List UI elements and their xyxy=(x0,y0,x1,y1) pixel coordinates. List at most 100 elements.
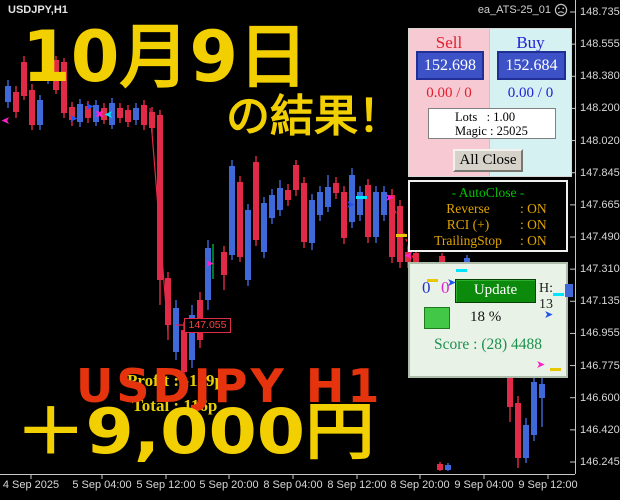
price-axis-label: 148.735 xyxy=(580,6,620,18)
time-axis-label: 9 Sep 12:00 xyxy=(518,479,578,491)
arrow-signal-icon: ➤ xyxy=(85,101,95,113)
candle-body xyxy=(141,105,147,125)
overlay-pair-text: USDJPY H1 xyxy=(76,359,383,413)
candle-body xyxy=(349,175,355,222)
price-axis-label: 146.245 xyxy=(580,456,620,468)
profit-small-text: Profit : -109p xyxy=(127,371,224,390)
candle-body xyxy=(261,203,267,252)
candle-body xyxy=(531,382,537,435)
price-axis-label: 148.380 xyxy=(580,70,620,83)
buy-price-button[interactable]: 152.684 xyxy=(497,51,566,80)
dash-marker xyxy=(356,196,367,199)
price-axis-label: 146.420 xyxy=(580,423,620,436)
candle-body xyxy=(5,86,11,102)
time-axis-label: 8 Sep 12:00 xyxy=(327,479,387,491)
candle-body xyxy=(77,104,83,122)
candle-body xyxy=(301,183,307,242)
candle-body xyxy=(229,166,235,255)
candle-body xyxy=(125,110,131,122)
candle-body xyxy=(413,253,419,262)
buy-label: Buy xyxy=(516,33,545,52)
autoclose-row-reverse: Reverse : ON xyxy=(410,201,566,217)
time-axis-label: 9 Sep 04:00 xyxy=(454,479,514,491)
score-label: Score : (28) 4488 xyxy=(433,336,543,353)
candle-body xyxy=(523,425,529,458)
candle-body xyxy=(285,190,291,200)
candle-body xyxy=(445,465,451,470)
candle-body xyxy=(317,192,323,215)
arrow-signal-icon: ➤ xyxy=(1,115,11,127)
price-axis-label: 147.490 xyxy=(580,231,620,243)
sell-label: Sell xyxy=(435,33,463,52)
magic-line: Magic : 25025 xyxy=(455,124,528,138)
count-magenta: 0 xyxy=(441,278,450,297)
candle-body xyxy=(507,378,513,407)
candle-body xyxy=(109,103,115,125)
arrow-signal-icon: ➤ xyxy=(69,113,79,125)
candle-body xyxy=(149,112,155,128)
sell-stats: 0.00 / 0 xyxy=(426,85,472,101)
current-price-tag: 147.055 xyxy=(184,318,231,333)
progress-square xyxy=(424,307,450,329)
candle-body xyxy=(133,108,139,120)
candle-body xyxy=(253,162,259,240)
lots-line: Lots : 1.00 xyxy=(455,110,516,124)
candle-body xyxy=(389,195,395,257)
ea-title-row: ea_ATS-25_01 xyxy=(478,3,568,17)
autoclose-row-rci: RCI (+) : ON xyxy=(410,217,566,233)
candle-body xyxy=(277,188,283,210)
candle-body xyxy=(365,185,371,237)
arrow-signal-icon: ➤ xyxy=(385,192,395,204)
candle-body xyxy=(93,105,99,122)
percent-label: 18 % xyxy=(470,309,502,325)
status-panel: 0 0 Update H: 13 18 % Score : (28) 4488 xyxy=(408,262,568,378)
time-axis-label: 8 Sep 04:00 xyxy=(263,479,323,491)
price-axis-label: 147.665 xyxy=(580,198,620,211)
price-axis-label: 146.775 xyxy=(580,359,620,372)
price-axis-label: 146.600 xyxy=(580,391,620,404)
candle-body xyxy=(293,165,299,190)
candle-body xyxy=(237,182,243,257)
candle-body xyxy=(173,308,179,352)
trade-panel: Sell 152.698 0.00 / 0 Buy 152.684 0.00 /… xyxy=(408,28,572,177)
candle-body xyxy=(309,200,315,243)
candle-body xyxy=(165,278,171,325)
autoclose-panel: - AutoClose - Reverse : ON RCI (+) : ON … xyxy=(408,180,568,252)
dash-marker xyxy=(396,234,407,237)
h-count-label: H: 13 xyxy=(539,281,553,312)
total-small-text: Total : 116p xyxy=(132,396,218,415)
price-axis-label: 146.955 xyxy=(580,327,620,340)
ea-sad-smiley-icon xyxy=(554,3,568,17)
time-axis-label: 4 Sep 2025 xyxy=(2,479,60,491)
overlay-date-text: 10月9日 xyxy=(22,16,309,98)
close-signal-icon: ✖ xyxy=(95,109,105,121)
sell-price-button[interactable]: 152.698 xyxy=(416,51,484,80)
candle-body xyxy=(515,403,521,458)
candle-body xyxy=(205,248,211,300)
autoclose-title: - AutoClose - xyxy=(451,185,525,200)
reverse-label: Reverse xyxy=(446,201,490,216)
candle-body xyxy=(341,192,347,238)
buy-half: Buy 152.684 0.00 / 0 xyxy=(490,29,571,176)
autoclose-row-trailingstop: TrailingStop : ON xyxy=(410,233,566,249)
candle-body xyxy=(37,100,43,125)
candle-body xyxy=(101,108,107,120)
arrow-signal-icon: ➤ xyxy=(346,199,356,211)
rci-label: RCI (+) xyxy=(446,217,490,232)
symbol-period-label: USDJPY,H1 xyxy=(8,4,68,16)
arrow-signal-icon: ➤ xyxy=(104,109,114,121)
buy-stats: 0.00 / 0 xyxy=(507,85,554,101)
trailingstop-value: : ON xyxy=(520,233,547,248)
price-axis-label: 147.135 xyxy=(580,295,620,308)
price-axis-label: 148.200 xyxy=(580,102,620,115)
candle-body xyxy=(85,106,91,118)
arrow-signal-icon: ➤ xyxy=(404,250,414,262)
candle-body xyxy=(245,210,251,280)
update-button[interactable]: Update xyxy=(455,279,536,303)
ea-name-label: ea_ATS-25_01 xyxy=(477,4,551,16)
candle-body xyxy=(373,192,379,237)
candle-body xyxy=(221,252,227,275)
time-axis-label: 5 Sep 04:00 xyxy=(72,479,132,491)
all-close-button[interactable]: All Close xyxy=(453,149,523,172)
candle-body xyxy=(69,107,75,120)
